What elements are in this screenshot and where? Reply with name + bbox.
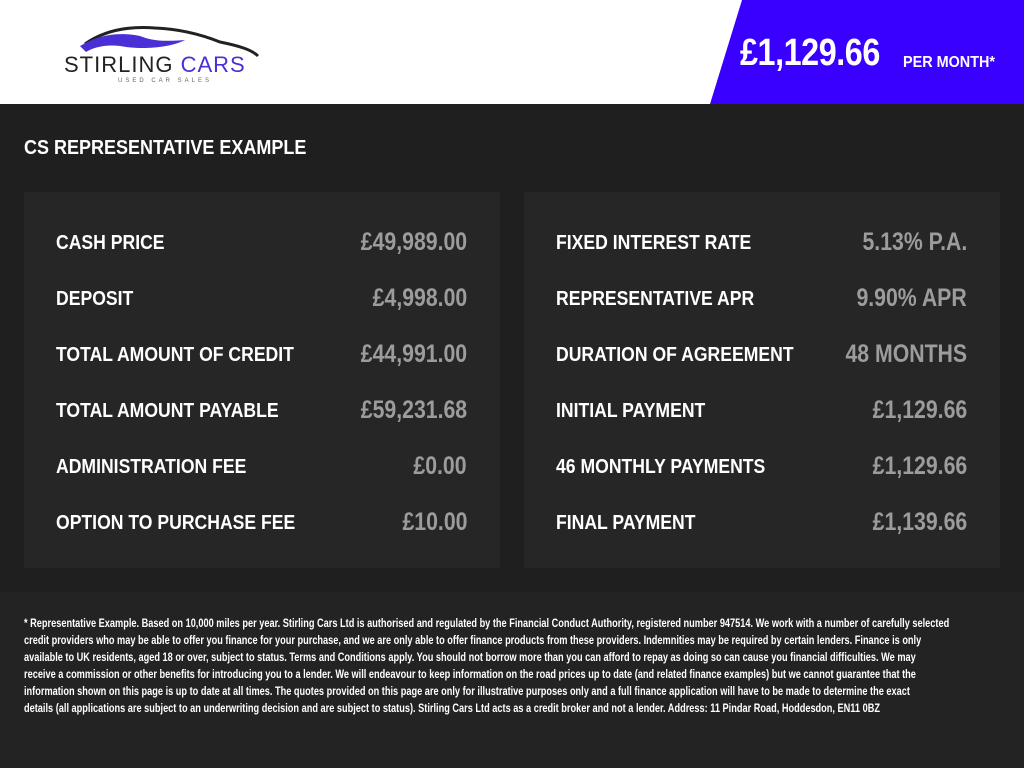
row-label: FINAL PAYMENT <box>556 512 696 534</box>
finance-row: TOTAL AMOUNT OF CREDIT £44,991.00 <box>24 332 500 388</box>
finance-row: DEPOSIT £4,998.00 <box>24 276 500 332</box>
row-label: INITIAL PAYMENT <box>556 400 706 422</box>
row-value: 5.13% P.A. <box>862 228 967 256</box>
finance-row: OPTION TO PURCHASE FEE £10.00 <box>24 500 500 556</box>
row-label: 46 MONTHLY PAYMENTS <box>556 456 766 478</box>
per-month-label: PER MONTH* <box>903 54 996 71</box>
finance-row: REPRESENTATIVE APR 9.90% APR <box>524 276 1000 332</box>
finance-row: TOTAL AMOUNT PAYABLE £59,231.68 <box>24 388 500 444</box>
row-label: REPRESENTATIVE APR <box>556 288 755 310</box>
finance-row: 46 MONTHLY PAYMENTS £1,129.66 <box>524 444 1000 500</box>
svg-text:USED CAR SALES: USED CAR SALES <box>118 78 212 84</box>
row-value: 9.90% APR <box>856 284 967 312</box>
row-label: DEPOSIT <box>56 288 134 310</box>
monthly-price: £1,129.66 <box>740 32 880 74</box>
disclaimer-line: information shown on this page is up to … <box>24 686 910 698</box>
row-value: £4,998.00 <box>372 284 467 312</box>
row-label: OPTION TO PURCHASE FEE <box>56 512 296 534</box>
disclaimer-line: receive a commission or other benefits f… <box>24 669 916 681</box>
finance-row: DURATION OF AGREEMENT 48 MONTHS <box>524 332 1000 388</box>
row-value: £59,231.68 <box>360 396 467 424</box>
row-value: £44,991.00 <box>360 340 467 368</box>
disclaimer: * Representative Example. Based on 10,00… <box>0 592 1024 768</box>
disclaimer-line: credit providers who may be able to offe… <box>24 635 922 647</box>
finance-row: FIXED INTEREST RATE 5.13% P.A. <box>524 220 1000 276</box>
finance-row: CASH PRICE £49,989.00 <box>24 220 500 276</box>
stirling-cars-logo[interactable]: STIRLING CARS USED CAR SALES <box>60 20 285 86</box>
row-value: £1,139.66 <box>872 508 967 536</box>
page-title: CS REPRESENTATIVE EXAMPLE <box>24 137 307 159</box>
finance-card-right: FIXED INTEREST RATE 5.13% P.A. REPRESENTA… <box>524 192 1000 568</box>
row-value: £0.00 <box>413 452 467 480</box>
finance-row: FINAL PAYMENT £1,139.66 <box>524 500 1000 556</box>
svg-text:STIRLING CARS: STIRLING CARS <box>64 52 246 77</box>
row-value: 48 MONTHS <box>845 340 967 368</box>
row-label: DURATION OF AGREEMENT <box>556 344 794 366</box>
row-label: ADMINISTRATION FEE <box>56 456 247 478</box>
row-label: TOTAL AMOUNT PAYABLE <box>56 400 279 422</box>
finance-card-left: CASH PRICE £49,989.00 DEPOSIT £4,998.00 TO… <box>24 192 500 568</box>
monthly-price-banner: £1,129.66 PER MONTH* <box>710 0 1024 104</box>
row-value: £1,129.66 <box>872 396 967 424</box>
row-value: £1,129.66 <box>872 452 967 480</box>
row-label: FIXED INTEREST RATE <box>556 232 752 254</box>
header: STIRLING CARS USED CAR SALES £1,129.66 P… <box>0 0 1024 104</box>
row-label: TOTAL AMOUNT OF CREDIT <box>56 344 294 366</box>
disclaimer-line: * Representative Example. Based on 10,00… <box>24 618 950 630</box>
finance-row: ADMINISTRATION FEE £0.00 <box>24 444 500 500</box>
disclaimer-line: available to UK residents, aged 18 or ov… <box>24 652 916 664</box>
row-value: £10.00 <box>402 508 467 536</box>
disclaimer-line: details (all applications are subject to… <box>24 703 880 715</box>
finance-row: INITIAL PAYMENT £1,129.66 <box>524 388 1000 444</box>
row-label: CASH PRICE <box>56 232 165 254</box>
row-value: £49,989.00 <box>360 228 467 256</box>
